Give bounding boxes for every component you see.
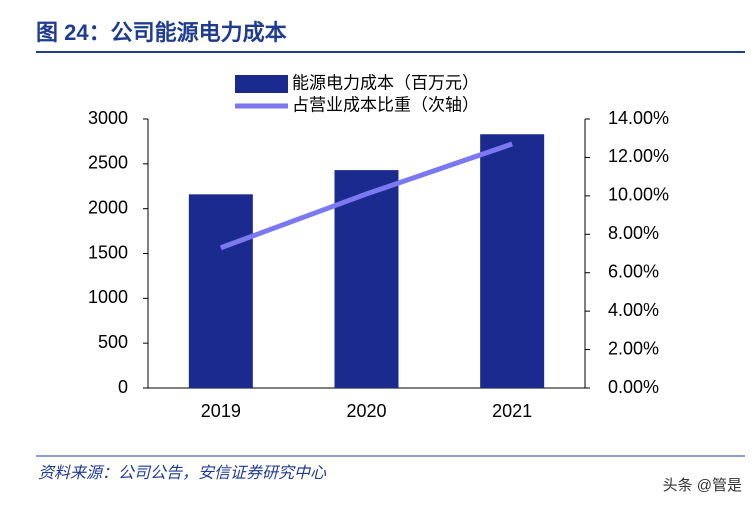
y-tick-label: 3000 bbox=[88, 108, 128, 128]
y-tick-label: 1500 bbox=[88, 242, 128, 262]
watermark: 头条 @管是 bbox=[663, 477, 742, 494]
y2-tick-label: 14.00% bbox=[608, 108, 669, 128]
y-tick-label: 2500 bbox=[88, 153, 128, 173]
source: 资料来源：公司公告，安信证券研究中心 bbox=[38, 464, 327, 482]
line bbox=[219, 141, 513, 251]
y-tick-label: 0 bbox=[118, 377, 128, 397]
y-tick-label: 1000 bbox=[88, 287, 128, 307]
bar bbox=[188, 194, 253, 388]
y2-tick-label: 12.00% bbox=[608, 146, 669, 166]
bar bbox=[480, 134, 545, 388]
y-tick-label: 500 bbox=[98, 332, 128, 352]
y2-tick-label: 2.00% bbox=[608, 338, 659, 358]
legend-label: 能源电力成本（百万元） bbox=[292, 73, 479, 92]
bar bbox=[334, 170, 399, 388]
y2-tick-label: 0.00% bbox=[608, 377, 659, 397]
y2-tick-label: 8.00% bbox=[608, 223, 659, 243]
y2-tick-label: 4.00% bbox=[608, 300, 659, 320]
legend-label: 占营业成本比重（次轴） bbox=[292, 95, 479, 114]
x-tick-label: 2021 bbox=[492, 401, 532, 421]
y-tick-label: 2000 bbox=[88, 197, 128, 217]
legend-swatch bbox=[235, 75, 288, 93]
y2-tick-label: 6.00% bbox=[608, 261, 659, 281]
y2-tick-label: 10.00% bbox=[608, 185, 669, 205]
x-tick-label: 2020 bbox=[346, 401, 386, 421]
x-tick-label: 2019 bbox=[201, 401, 241, 421]
chart-title: 图 24：公司能源电力成本 bbox=[36, 20, 287, 45]
